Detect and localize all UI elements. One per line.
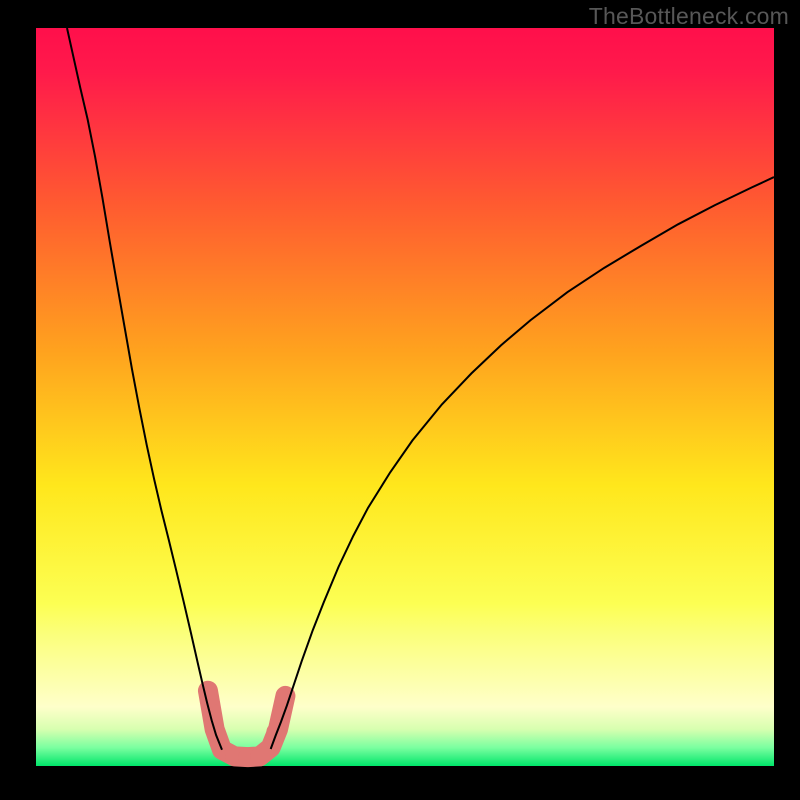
trough-marker — [266, 723, 285, 742]
bottleneck-chart — [0, 0, 800, 800]
trough-marker — [198, 681, 217, 700]
chart-stage: TheBottleneck.com — [0, 0, 800, 800]
plot-background — [36, 28, 774, 766]
watermark-text: TheBottleneck.com — [589, 3, 789, 30]
